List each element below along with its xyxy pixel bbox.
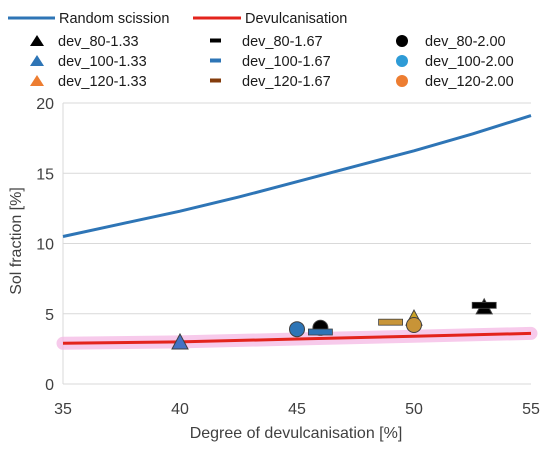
gridlines bbox=[62, 102, 531, 385]
legend-label: dev_100-1.33 bbox=[58, 54, 147, 70]
dash-marker bbox=[307, 328, 333, 336]
legend-circle-icon bbox=[396, 75, 408, 87]
legend-dash-icon bbox=[210, 58, 221, 63]
legend-label: dev_120-1.67 bbox=[242, 74, 331, 90]
y-tick-label: 5 bbox=[45, 307, 54, 324]
random-scission-line bbox=[62, 114, 532, 238]
legend-circle-icon bbox=[396, 35, 408, 47]
legend-label-random-scission: Random scission bbox=[59, 11, 169, 27]
legend: Random scission Devulcanisation dev_80-1… bbox=[8, 11, 514, 90]
legend-dash-icon bbox=[210, 38, 221, 43]
axis-ticks: 0 5 10 15 20 35 40 45 50 55 bbox=[36, 96, 540, 418]
x-tick-label: 50 bbox=[405, 401, 423, 418]
legend-triangle-icon bbox=[30, 35, 44, 46]
x-axis-title: Degree of devulcanisation [%] bbox=[190, 425, 403, 442]
circle-marker bbox=[406, 316, 422, 333]
x-tick-label: 45 bbox=[288, 401, 306, 418]
x-tick-label: 40 bbox=[171, 401, 189, 418]
data-points bbox=[171, 297, 497, 350]
circle-marker bbox=[289, 321, 305, 338]
y-tick-label: 0 bbox=[45, 377, 54, 394]
legend-triangle-icon bbox=[30, 55, 44, 66]
legend-circle-icon bbox=[396, 55, 408, 67]
y-tick-label: 15 bbox=[36, 166, 54, 183]
legend-label: dev_80-2.00 bbox=[425, 34, 506, 50]
legend-label: dev_100-1.67 bbox=[242, 54, 331, 70]
legend-label: dev_120-1.33 bbox=[58, 74, 147, 90]
x-tick-label: 55 bbox=[522, 401, 540, 418]
legend-label: dev_120-2.00 bbox=[425, 74, 514, 90]
legend-label: dev_100-2.00 bbox=[425, 54, 514, 70]
dash-marker bbox=[378, 318, 404, 326]
y-tick-label: 20 bbox=[36, 96, 54, 113]
legend-triangle-icon bbox=[30, 75, 44, 86]
legend-label: dev_80-1.33 bbox=[58, 34, 139, 50]
fit-lines bbox=[56, 114, 538, 350]
y-tick-label: 10 bbox=[36, 237, 54, 254]
triangle-marker bbox=[171, 332, 189, 350]
y-axis-title: Sol fraction [%] bbox=[8, 187, 25, 295]
x-tick-label: 35 bbox=[54, 401, 72, 418]
dash-marker bbox=[471, 301, 497, 309]
legend-dash-icon bbox=[210, 78, 221, 83]
legend-label-devulcanisation: Devulcanisation bbox=[245, 11, 347, 27]
devulcanisation-line bbox=[62, 331, 532, 345]
legend-label: dev_80-1.67 bbox=[242, 34, 323, 50]
